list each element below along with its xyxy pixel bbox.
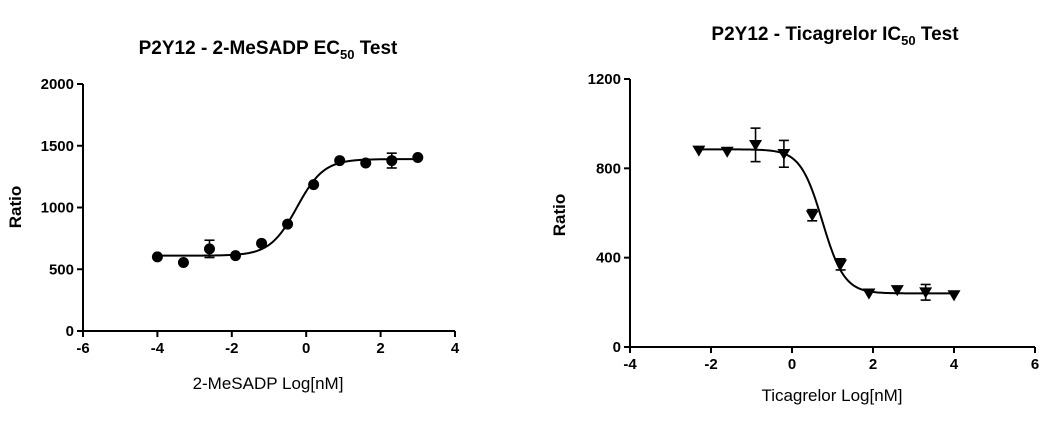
ic50-data-point [720,146,734,158]
ec50-data-points [151,151,424,268]
ec50-data-point [360,157,372,169]
ic50-y-axis-label: Ratio [550,194,569,237]
ec50-chart: P2Y12 - 2-MeSADP EC50 Test 2-MeSADP Log[… [6,38,460,393]
ic50-data-point [862,288,876,300]
ec50-x-tick-label: -4 [151,340,165,357]
ec50-data-point [256,237,268,249]
ic50-x-tick-label: 4 [950,356,959,373]
ec50-chart-title: P2Y12 - 2-MeSADP EC50 Test [139,38,398,62]
ec50-data-point [151,251,163,263]
ic50-data-point [834,259,848,271]
ec50-x-tick-label: -2 [225,340,238,357]
ic50-data-point [805,210,819,222]
ic50-data-point [890,285,904,297]
ic50-data-point [777,148,791,160]
ec50-axes: -6 -4 -2 0 2 4 0 500 1000 1500 2000 [41,76,460,357]
ec50-x-tick-label: 0 [302,340,310,357]
ec50-y-tick-label: 0 [66,323,74,340]
ec50-y-tick-label: 2000 [41,76,74,93]
ec50-data-point [412,151,424,163]
ic50-axes: -4 -2 0 2 4 6 0 400 800 1200 [588,71,1040,373]
ec50-data-point [203,243,215,255]
ic50-y-tick-label: 400 [596,250,621,267]
ec50-data-point [308,179,320,191]
ec50-data-point [386,155,398,167]
ec50-y-tick-label: 1500 [41,138,74,155]
ic50-data-point [692,145,706,157]
ec50-x-tick-label: 2 [376,340,384,357]
ec50-data-point [282,218,294,230]
ec50-x-tick-label: 4 [451,340,460,357]
ic50-data-point [919,287,933,299]
ic50-data-point [749,140,763,152]
ic50-x-tick-label: 2 [869,356,877,373]
ec50-y-axis-label: Ratio [6,186,25,229]
ic50-y-tick-label: 0 [613,339,621,356]
ic50-x-tick-label: -4 [623,356,637,373]
ic50-x-tick-label: 0 [788,356,796,373]
ec50-fit-curve [157,158,418,257]
ic50-data-point [947,290,961,302]
ic50-x-axis-label: Ticagrelor Log[nM] [761,386,902,405]
ic50-y-tick-label: 1200 [588,71,621,88]
ec50-data-point [177,256,189,268]
ic50-fit-curve [698,148,954,295]
ic50-x-tick-label: 6 [1031,356,1039,373]
ic50-chart: P2Y12 - Ticagrelor IC50 Test Ticagrelor … [550,24,1039,405]
ec50-data-point [334,155,346,167]
ic50-chart-title: P2Y12 - Ticagrelor IC50 Test [711,24,959,48]
ic50-x-tick-label: -2 [704,356,717,373]
ec50-y-tick-label: 500 [49,261,74,278]
ic50-data-points [692,127,961,302]
ic50-y-tick-label: 800 [596,160,621,177]
ec50-x-axis-label: 2-MeSADP Log[nM] [193,374,344,393]
ec50-data-point [230,250,242,262]
ec50-x-tick-label: -6 [76,340,89,357]
ec50-y-tick-label: 1000 [41,200,74,217]
